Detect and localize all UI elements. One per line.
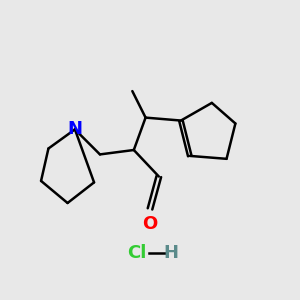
Text: N: N bbox=[68, 120, 82, 138]
Text: H: H bbox=[163, 244, 178, 262]
Text: O: O bbox=[142, 215, 158, 233]
Text: Cl: Cl bbox=[127, 244, 146, 262]
